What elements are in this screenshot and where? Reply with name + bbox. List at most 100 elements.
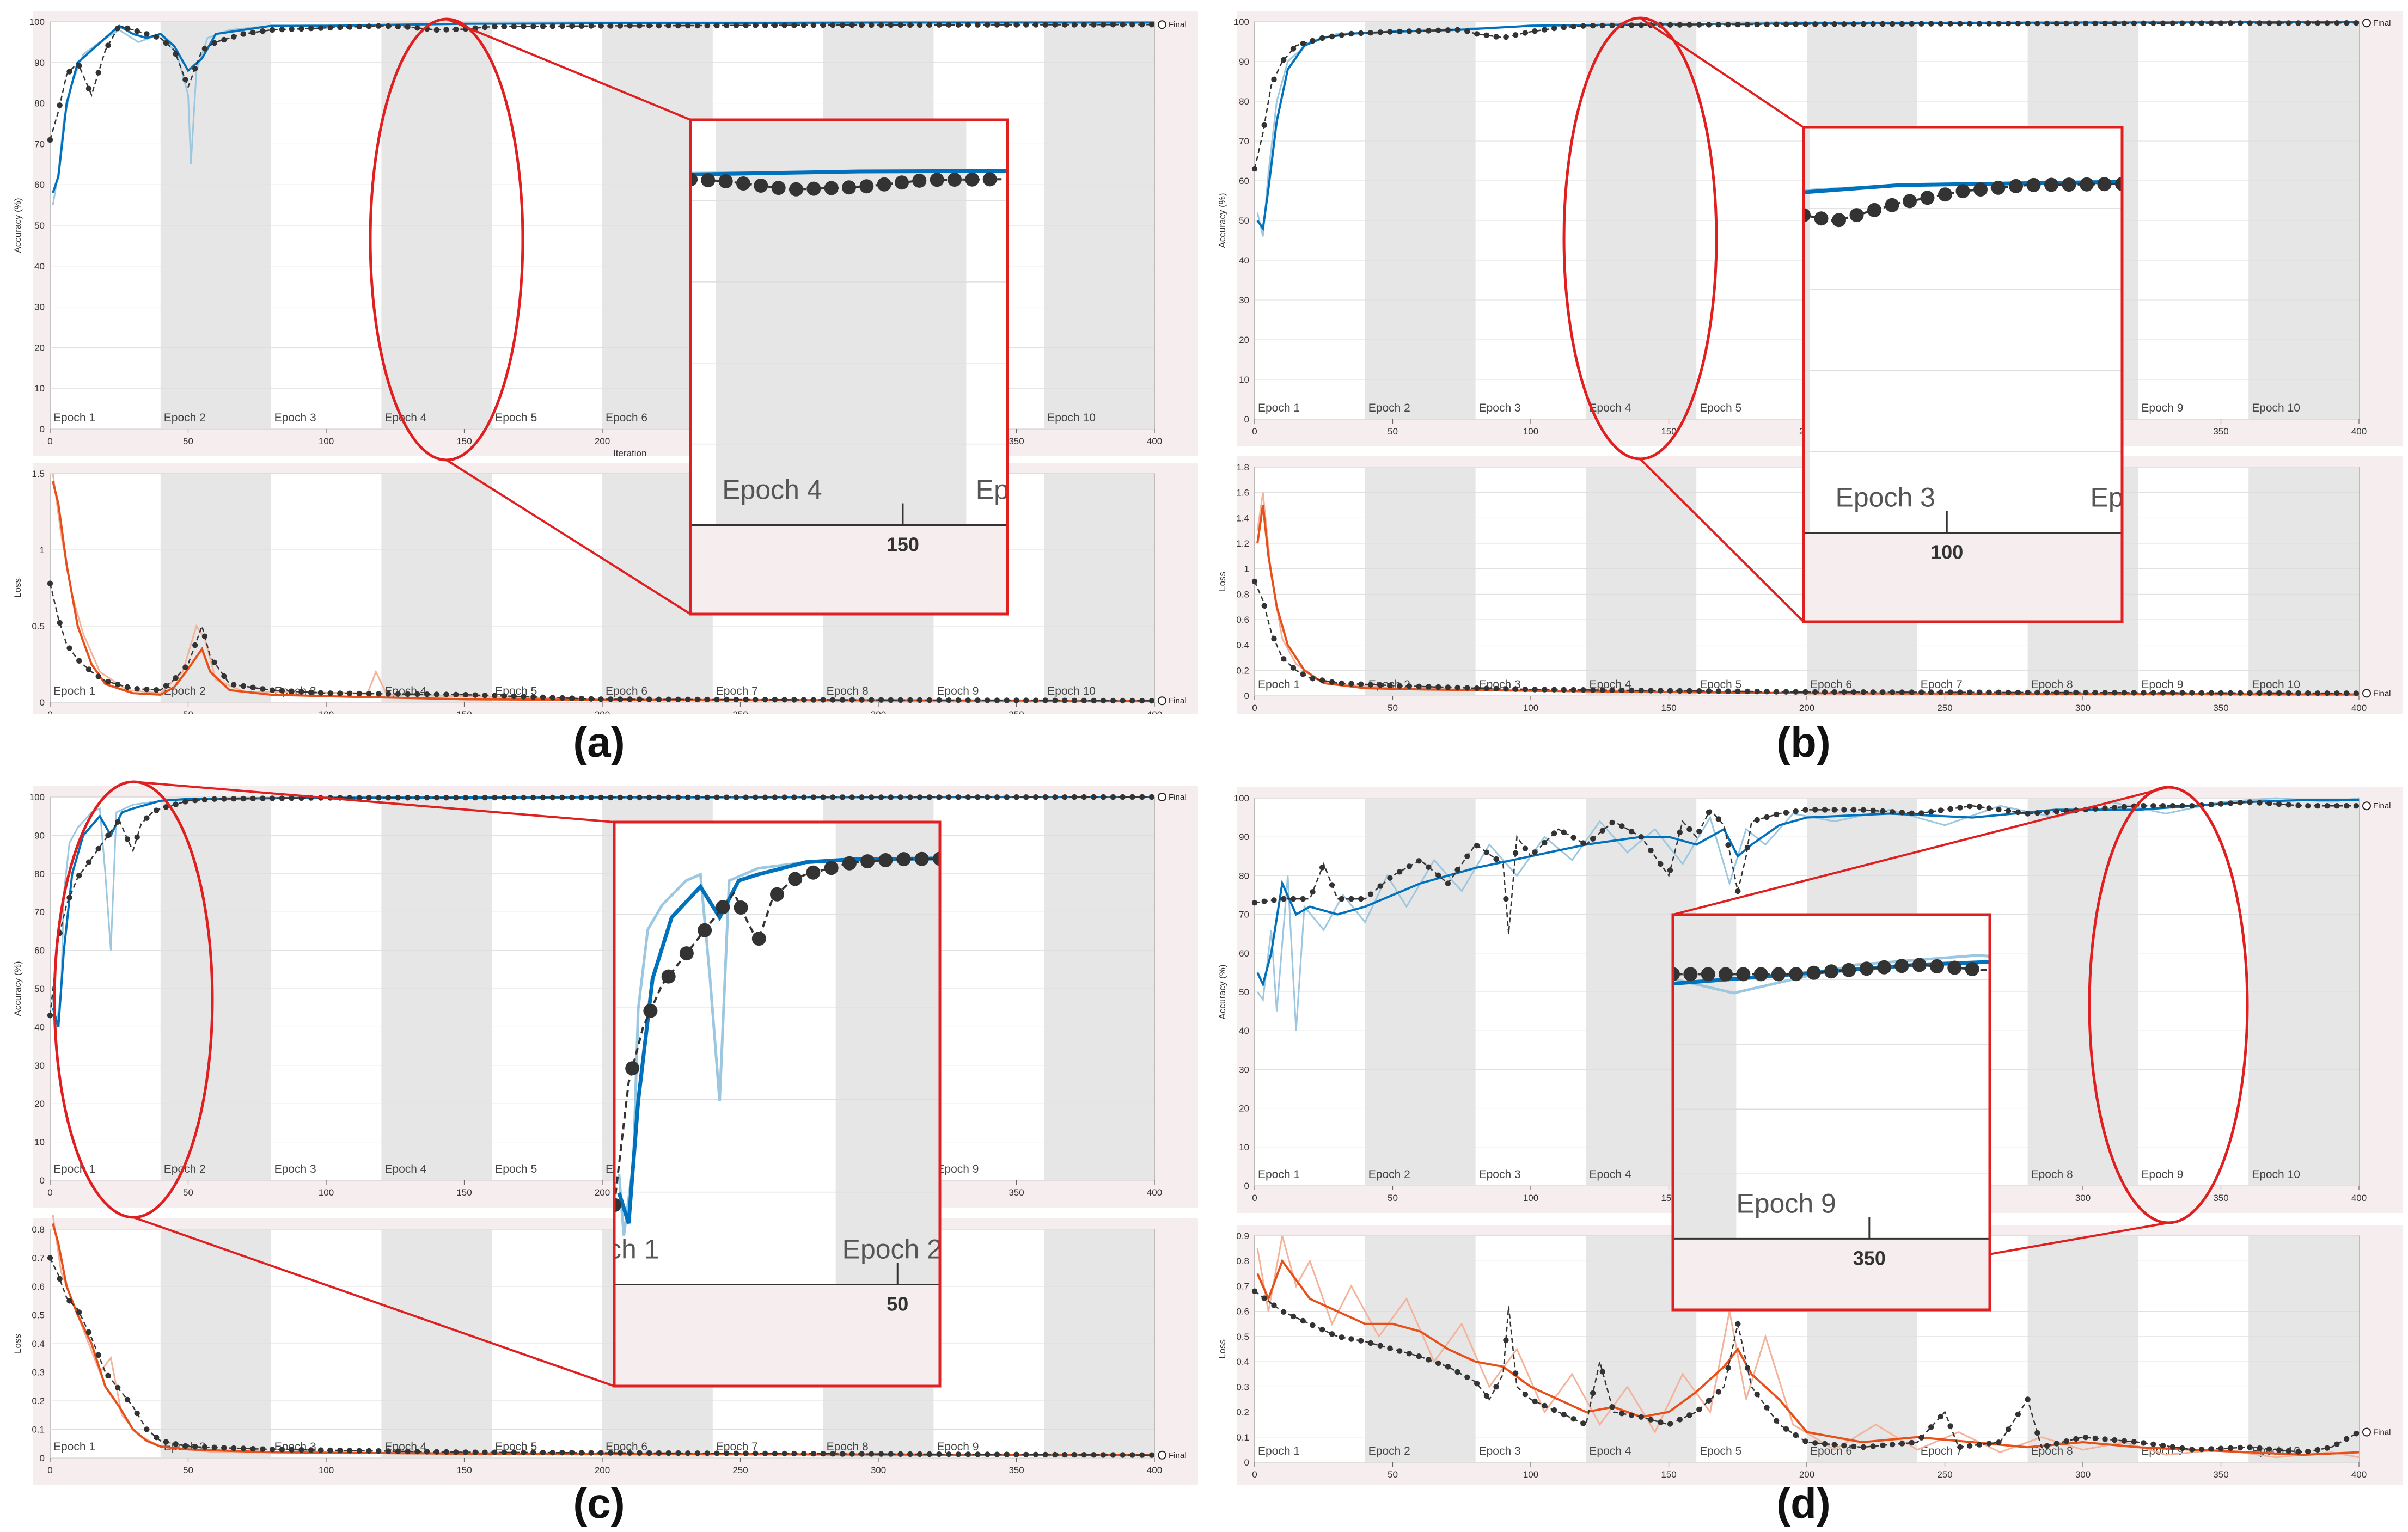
a-loss-validation-point <box>66 645 72 651</box>
a-loss-validation-point <box>926 697 933 703</box>
c-loss-validation-point <box>955 1451 962 1457</box>
c-acc-validation-point <box>376 795 382 801</box>
d-loss-validation-point <box>1706 1398 1712 1404</box>
b-acc-validation-point <box>1860 21 1867 27</box>
c-zoom-training-smoothed-line <box>617 856 940 1224</box>
b-acc-validation-point <box>1638 22 1644 28</box>
b-loss-x-tick-label: 50 <box>1388 703 1398 713</box>
c-acc-validation-point <box>1101 794 1107 800</box>
b-acc-validation-point <box>1454 27 1460 33</box>
c-loss-x-tick-label: 50 <box>183 1465 193 1475</box>
a-loss-validation-point <box>240 683 247 689</box>
c-loss-validation-point <box>395 1448 401 1454</box>
a-acc-validation-point <box>830 22 836 28</box>
c-loss-validation-point <box>530 1449 536 1456</box>
c-acc-validation-point <box>646 794 652 801</box>
a-acc-y-tick-label: 90 <box>34 58 45 68</box>
b-acc-validation-point <box>1928 21 1934 27</box>
c-acc-validation-point <box>781 794 787 800</box>
a-loss-validation-point <box>260 686 266 692</box>
b-loss-validation-point <box>1851 689 1857 695</box>
a-zoom-validation-point <box>930 173 944 187</box>
d-loss-validation-point <box>1831 1442 1837 1448</box>
a-acc-validation-point <box>704 22 710 29</box>
d-acc-y-tick-label: 50 <box>1239 987 1249 997</box>
a-acc-validation-point <box>1091 22 1097 28</box>
b-acc-validation-point <box>1841 21 1847 27</box>
b-acc-validation-point <box>2179 20 2185 26</box>
a-acc-validation-point <box>395 23 401 29</box>
d-loss-validation-point <box>1628 1412 1635 1418</box>
d-acc-x-tick-label: 50 <box>1388 1193 1398 1203</box>
d-acc-validation-point <box>2121 804 2128 810</box>
d-zoom-validation-point <box>1930 959 1944 973</box>
c-acc-validation-point <box>1129 794 1135 800</box>
d-loss-validation-point <box>1454 1369 1460 1375</box>
b-acc-validation-point <box>1261 122 1267 128</box>
c-loss-validation-point <box>1071 1451 1078 1458</box>
a-acc-validation-point <box>839 22 846 28</box>
c-acc-validation-point <box>578 794 585 801</box>
c-loss-training-smoothed-line <box>52 1223 1155 1456</box>
b-acc-validation-point <box>2063 20 2069 27</box>
a-loss-validation-point <box>665 696 671 702</box>
a-acc-validation-point <box>617 23 624 29</box>
d-zoom-validation-point <box>1789 967 1804 982</box>
d-acc-x-tick-label: 0 <box>1252 1193 1257 1203</box>
d-loss-final-marker <box>2362 1427 2371 1437</box>
d-acc-validation-point <box>2218 801 2224 807</box>
d-zoom-axis-band <box>1673 1239 1990 1310</box>
b-loss-validation-point <box>2208 690 2214 696</box>
a-loss-validation-point <box>308 689 314 695</box>
c-loss-validation-point <box>753 1450 759 1456</box>
c-acc-validation-point <box>762 794 768 800</box>
a-acc-validation-point <box>743 22 749 28</box>
c-loss-validation-point <box>1120 1452 1126 1458</box>
d-loss-validation-point <box>2334 1441 2340 1447</box>
c-acc-y-tick-label: 50 <box>34 984 45 994</box>
d-acc-validation-point <box>2276 801 2282 807</box>
d-loss-y-tick-label: 0.4 <box>1236 1357 1249 1367</box>
b-loss-validation-point <box>1783 689 1789 695</box>
c-loss-final-label: Final <box>1169 1451 1187 1460</box>
c-acc-validation-point <box>443 795 449 801</box>
d-loss-validation-point <box>2025 1396 2031 1402</box>
b-acc-validation-point <box>1890 21 1896 27</box>
b-acc-validation-point <box>1493 34 1499 40</box>
d-acc-validation-point <box>2247 799 2253 805</box>
c-acc-validation-point <box>1004 794 1010 800</box>
b-loss-validation-point <box>1329 679 1335 685</box>
b-loss-validation-point <box>2237 690 2244 696</box>
c-loss-x-tick-label: 250 <box>732 1465 748 1475</box>
b-loss-validation-point <box>1290 665 1297 671</box>
c-acc-validation-point <box>965 794 971 800</box>
b-loss-epoch-label: Epoch 8 <box>2031 678 2073 691</box>
c-loss-y-tick-label: 0.7 <box>32 1253 45 1264</box>
d-acc-epoch-label: Epoch 9 <box>2141 1168 2183 1181</box>
training-progress-chart-a: 0102030405060708090100050100150200250300… <box>0 0 1201 714</box>
b-acc-validation-point <box>2121 20 2128 26</box>
a-zoom-border <box>689 118 1009 616</box>
a-loss-validation-point <box>134 686 140 692</box>
d-acc-y-tick-label: 40 <box>1239 1026 1249 1036</box>
c-zoom-validation-point <box>614 1198 621 1212</box>
d-loss-validation-point <box>1667 1421 1673 1427</box>
c-loss-validation-point <box>830 1451 836 1457</box>
c-acc-validation-point <box>598 794 604 801</box>
b-loss-validation-point <box>1860 689 1867 695</box>
d-loss-validation-point <box>2228 1445 2234 1451</box>
b-acc-validation-point <box>2247 20 2253 26</box>
a-loss-validation-point <box>298 689 304 695</box>
d-acc-validation-point <box>2179 803 2185 809</box>
c-loss-validation-point <box>772 1450 778 1457</box>
c-zoom-epoch-shade <box>835 822 940 1285</box>
c-zoom-epoch-label-right: Epoch 2 <box>842 1234 942 1265</box>
b-zoom-validation-point <box>1920 191 1935 205</box>
a-loss-validation-point <box>385 691 392 697</box>
c-loss-validation-point <box>317 1447 324 1453</box>
d-zoom-validation-point <box>1701 967 1715 982</box>
b-acc-validation-point <box>1532 28 1538 34</box>
b-acc-validation-point <box>2314 20 2321 26</box>
c-acc-validation-point <box>916 794 923 800</box>
b-loss-validation-point <box>1725 688 1731 694</box>
